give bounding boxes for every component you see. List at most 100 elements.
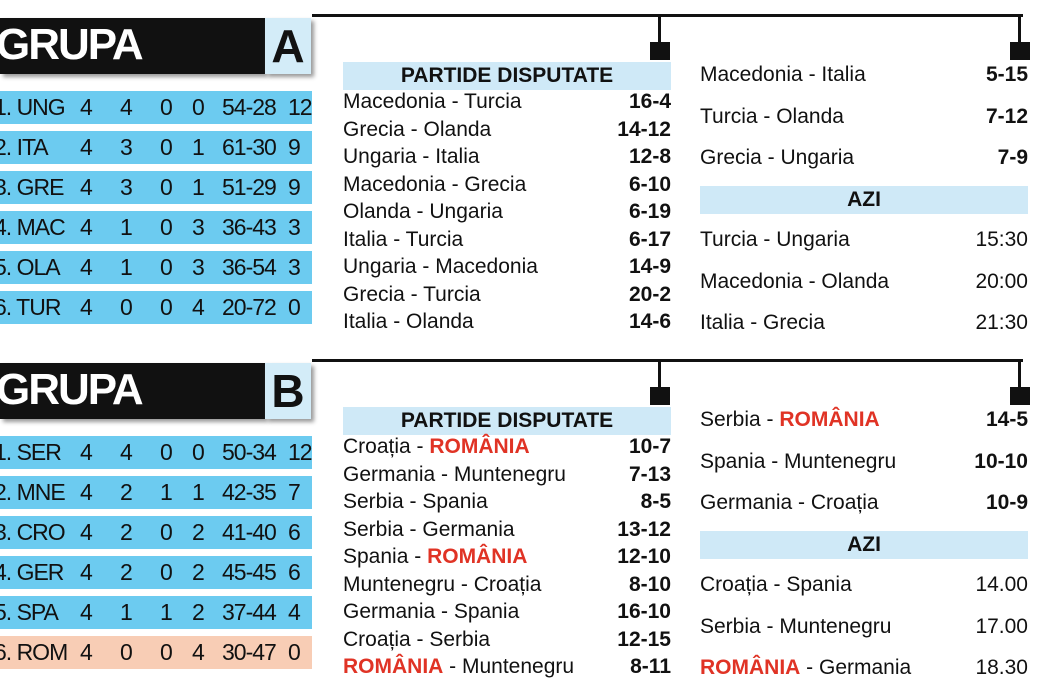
standings-cell: 4 (80, 294, 93, 320)
standings-cell: 0 (288, 294, 301, 320)
today-header: AZI (700, 531, 1028, 559)
today-header: AZI (700, 186, 1028, 214)
match-time: 20:00 (975, 269, 1028, 293)
group-band: GRUPA (0, 363, 265, 419)
match-score: 7-9 (997, 146, 1028, 169)
played-header: PARTIDE DISPUTATE (343, 407, 671, 435)
standings-cell: 4 (192, 639, 205, 665)
team-name: ROMÂNIA (700, 656, 801, 679)
standings-cell: 2 (192, 559, 205, 585)
standings-cell: 1 (160, 599, 173, 625)
standings-cell: 6. TUR (0, 294, 61, 320)
standings-row: 2. ITA 4 3 01 61-30 9 (0, 131, 312, 164)
connector-drop (658, 359, 661, 389)
standings-cell: 0 (192, 94, 205, 120)
standings-cell: 0 (160, 519, 173, 545)
standings-cell: 36-54 (222, 254, 277, 280)
standings-row: 1. UNG 4 4 0 0 54-28 12 (0, 91, 313, 124)
match-score: 6-19 (628, 200, 671, 223)
group-band: GRUPA (0, 18, 265, 74)
group-title: GRUPA (0, 20, 144, 69)
standings-cell: 1. UNG (0, 94, 66, 120)
match-score: 16-10 (617, 600, 671, 623)
standings-cell: 1 (160, 479, 173, 505)
standings-cell: 7 (288, 479, 301, 505)
team-name: ROMÂNIA (427, 545, 528, 568)
standings-cell: 4 (80, 439, 93, 465)
standings-cell: 0 (120, 294, 133, 320)
standings-cell: 5. SPA (0, 599, 59, 625)
standings-cell: 0 (160, 174, 173, 200)
connector-drop (1018, 14, 1021, 44)
match-time: 14.00 (975, 573, 1028, 596)
match-teams: Macedonia - Grecia (343, 172, 527, 196)
standings-row: 4. MAC 4 1 0 3 36-43 3 (0, 211, 312, 244)
match-score: 6-10 (628, 172, 671, 196)
standings-cell: 51-29 (222, 174, 277, 200)
standings-row: 5. OLA 4 1 0 3 36-54 3 (0, 251, 312, 284)
standings-cell: 0 (160, 559, 173, 585)
match-teams: Ungaria - Italia (343, 145, 480, 168)
match-teams: Serbia - Spania (343, 490, 488, 513)
match-time: 21:30 (975, 311, 1028, 334)
match-teams: Croația - Serbia (343, 627, 491, 651)
standings-cell: 3 (192, 254, 205, 280)
team-name: Spania - (343, 545, 428, 568)
standings-cell: 3 (288, 214, 301, 240)
standings-cell: 0 (160, 639, 173, 665)
match-teams: Turcia - Ungaria (700, 228, 850, 251)
standings-row: 6. ROM 4 0 0 4 30-47 0 (0, 636, 312, 669)
standings-cell: 12 (288, 439, 313, 465)
match-teams: Macedonia - Olanda (700, 269, 890, 293)
match-teams: Grecia - Ungaria (700, 146, 855, 169)
connector-square (650, 387, 670, 405)
match-score: 6-17 (628, 227, 671, 251)
group-section: GRUPA B 1. SER 4 4 0 0 50-34 12 2. MNE 4 2 1 1 42-35 7 3… (0, 345, 1050, 690)
match-score: 12-8 (628, 145, 671, 168)
match-score: 7-13 (628, 462, 671, 486)
standings-cell: 4 (192, 294, 205, 320)
standings-cell: 2 (120, 479, 133, 505)
match-teams: ROMÂNIA - Muntenegru (343, 655, 574, 679)
standings-cell: 4 (80, 134, 93, 160)
match-score: 8-10 (628, 572, 671, 596)
standings-cell: 4 (80, 639, 93, 665)
standings-cell: 5. OLA (0, 254, 61, 280)
standings-cell: 6 (288, 559, 301, 585)
standings-cell: 50-34 (222, 439, 277, 465)
match-teams: Serbia - ROMÂNIA (700, 408, 880, 432)
match-teams: ROMÂNIA - Germania (700, 656, 911, 680)
standings-cell: 9 (288, 134, 301, 160)
match-score: 8-5 (640, 490, 671, 513)
team-name: - Muntenegru (443, 655, 575, 678)
match-teams: Grecia - Olanda (343, 117, 492, 141)
standings-cell: 1 (192, 479, 205, 505)
match-teams: Croația - Spania (700, 573, 852, 596)
group-letter-box: B (265, 363, 311, 419)
match-teams: Serbia - Germania (343, 517, 515, 541)
team-name: ROMÂNIA (343, 655, 444, 678)
standings-cell: 30-47 (222, 639, 277, 665)
match-score: 16-4 (628, 90, 671, 113)
match-score: 10-7 (628, 435, 671, 458)
standings-cell: 6. ROM (0, 639, 68, 665)
standings-cell: 1 (192, 174, 205, 200)
match-teams: Olanda - Ungaria (343, 200, 503, 223)
match-teams: Ungaria - Macedonia (343, 255, 538, 278)
connector-drop (1018, 359, 1021, 389)
match-teams: Germania - Muntenegru (343, 462, 566, 486)
standings-cell: 36-43 (222, 214, 277, 240)
standings-cell: 37-44 (222, 599, 277, 625)
standings-cell: 6 (288, 519, 301, 545)
standings-cell: 4 (80, 254, 93, 280)
standings-cell: 4 (80, 519, 93, 545)
match-teams: Italia - Olanda (343, 310, 474, 333)
match-score: 14-5 (985, 408, 1028, 431)
match-score: 12-15 (617, 627, 671, 651)
standings-cell: 3 (288, 254, 301, 280)
standings-row: 3. GRE 4 3 0 1 51-29 9 (0, 171, 312, 204)
standings-row: 4. GER 4 2 0 2 45-45 6 (0, 556, 312, 589)
match-score: 14-12 (617, 117, 671, 141)
match-teams: Germania - Spania (343, 600, 520, 623)
